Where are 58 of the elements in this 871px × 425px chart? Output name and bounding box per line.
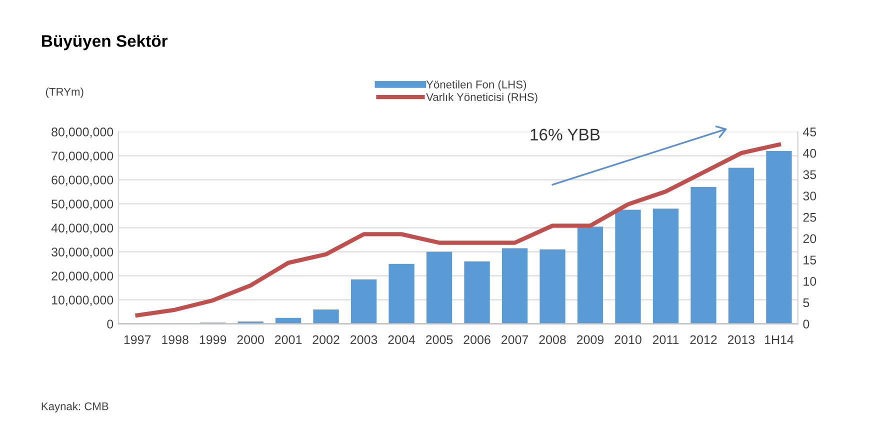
bar <box>313 309 339 324</box>
y-axis-title: (TRYm) <box>46 88 84 98</box>
x-tick-label: 2002 <box>312 335 340 344</box>
x-tick-label: 2007 <box>501 335 528 344</box>
x-tick-label: 2003 <box>350 335 378 344</box>
y2-tick-label: 15 <box>804 256 816 264</box>
y2-tick-label: 40 <box>802 148 816 158</box>
y-tick-label: 80,000,000 <box>52 128 114 138</box>
y2-tick-label: 5 <box>803 298 810 308</box>
legend-label: Yönetilen Fon (LHS) <box>426 80 526 91</box>
bar <box>577 226 604 324</box>
bar <box>615 210 641 324</box>
x-tick-label: 1H14 <box>764 335 794 344</box>
bar <box>426 252 452 324</box>
y2-tick-label: 0 <box>803 320 810 328</box>
line-series <box>135 142 782 318</box>
bar <box>690 186 716 324</box>
y2-tick-label: 30 <box>803 192 816 200</box>
x-tick-label: 2008 <box>539 335 566 344</box>
y-tick-label: 60,000,000 <box>52 176 114 186</box>
bar <box>652 208 679 324</box>
annotation: 16% YBB <box>530 128 600 141</box>
chart-title: Büyüyen Sektör <box>42 34 168 50</box>
legend-label: Varlık Yöneticisi (RHS) <box>426 92 538 104</box>
x-tick-label: 1997 <box>124 335 151 344</box>
x-tick-label: 2005 <box>426 335 453 344</box>
y2-tick-label: 45 <box>802 128 816 136</box>
bar <box>540 249 566 324</box>
bar <box>388 264 414 324</box>
bar <box>275 318 302 324</box>
bar <box>350 279 377 324</box>
y-tick-label: 50,000,000 <box>52 200 114 210</box>
x-tick-label: 2012 <box>690 335 717 344</box>
y-tick-label: 20,000,000 <box>52 272 114 282</box>
y2-tick-label: 25 <box>803 212 816 222</box>
x-tick-label: 2006 <box>464 335 490 344</box>
text: Kaynak: CMB <box>42 402 108 412</box>
y2-tick-label: 10 <box>804 276 816 286</box>
x-tick-label: 2001 <box>275 335 302 344</box>
y-tick-label: 40,000,000 <box>51 224 114 234</box>
x-tick-label: 1998 <box>162 335 188 344</box>
y-tick-label: 70,000,000 <box>52 152 114 162</box>
y2-tick-label: 35 <box>803 170 816 180</box>
bar <box>766 150 792 324</box>
x-tick-label: 2000 <box>237 335 264 344</box>
x-tick-label: 1999 <box>200 335 226 344</box>
y-tick-label: 0 <box>107 320 114 328</box>
x-tick-label: 2009 <box>576 335 604 344</box>
y2-tick-label: 20 <box>803 234 816 244</box>
bar <box>464 261 490 324</box>
x-tick-label: 2011 <box>652 335 679 344</box>
y-tick-label: 30,000,000 <box>52 248 114 258</box>
bar <box>502 248 528 324</box>
x-tick-label: 2010 <box>614 335 642 344</box>
x-tick-label: 2013 <box>728 335 755 344</box>
x-tick-label: 2004 <box>388 335 416 344</box>
y-tick-label: 10,000,000 <box>52 296 114 306</box>
bar <box>728 168 754 324</box>
